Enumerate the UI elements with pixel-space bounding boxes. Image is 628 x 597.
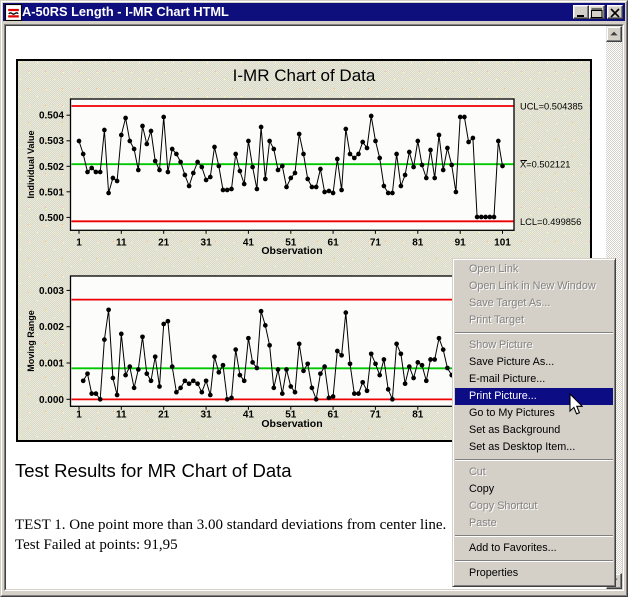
svg-text:11: 11 [116,238,127,249]
svg-text:51: 51 [285,410,297,421]
svg-text:Observation: Observation [261,418,322,430]
svg-text:0.002: 0.002 [39,322,64,333]
svg-text:101: 101 [494,238,511,249]
svg-text:X=0.502121: X=0.502121 [520,160,570,170]
svg-text:21: 21 [158,238,170,249]
svg-text:71: 71 [370,238,382,249]
svg-text:81: 81 [412,410,424,421]
svg-text:31: 31 [201,410,213,421]
svg-text:81: 81 [412,238,424,249]
svg-text:11: 11 [116,410,127,421]
svg-text:51: 51 [285,238,297,249]
svg-text:41: 41 [243,238,255,249]
svg-text:0.001: 0.001 [39,359,64,370]
svg-text:Moving Range: Moving Range [26,310,36,372]
svg-text:LCL=0.499856: LCL=0.499856 [520,217,581,227]
svg-text:0.003: 0.003 [39,286,64,297]
svg-text:61: 61 [328,410,340,421]
svg-text:UCL=0.504385: UCL=0.504385 [520,101,583,111]
svg-text:61: 61 [328,238,340,249]
svg-text:71: 71 [370,410,382,421]
svg-text:0.500: 0.500 [39,213,64,224]
svg-text:Observation: Observation [261,245,322,257]
svg-text:0.502: 0.502 [39,162,64,173]
svg-text:0.501: 0.501 [39,187,64,198]
svg-text:1: 1 [76,238,82,249]
svg-text:21: 21 [158,410,170,421]
svg-text:31: 31 [201,238,213,249]
svg-text:91: 91 [455,238,467,249]
svg-text:I-MR Chart of Data: I-MR Chart of Data [233,66,376,85]
svg-text:41: 41 [243,410,255,421]
svg-text:Individual Value: Individual Value [26,130,36,198]
svg-text:0.504: 0.504 [39,111,64,122]
svg-text:0.503: 0.503 [39,136,64,147]
svg-text:0.000: 0.000 [39,395,64,406]
svg-text:1: 1 [76,410,82,421]
